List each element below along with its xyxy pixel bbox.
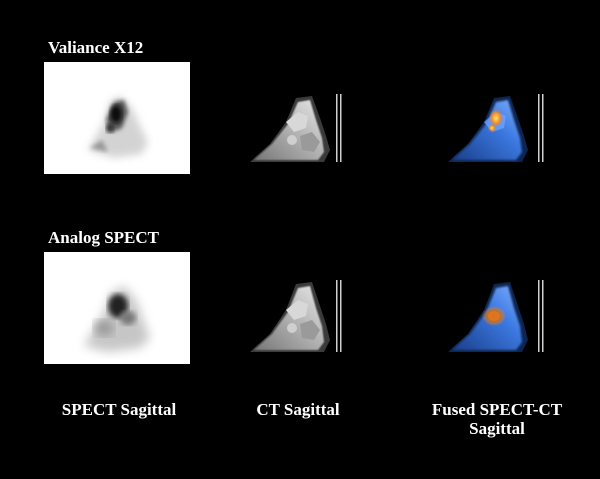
spect-sagittal-image-valiance bbox=[44, 62, 190, 174]
row-label-valiance: Valiance X12 bbox=[48, 38, 144, 57]
spect-sagittal-image-analog bbox=[44, 252, 190, 364]
column-label-ct-sagittal: CT Sagittal bbox=[256, 400, 340, 419]
fused-spect-ct-image-valiance bbox=[448, 92, 548, 164]
column-label-fused-line1: Fused SPECT-CT bbox=[431, 400, 563, 419]
ct-sagittal-image-analog bbox=[250, 278, 346, 354]
row-label-analog: Analog SPECT bbox=[48, 228, 159, 247]
column-label-fused-line2: Sagittal bbox=[469, 419, 525, 438]
fused-spect-ct-image-analog bbox=[448, 278, 548, 354]
column-label-spect-sagittal: SPECT Sagittal bbox=[61, 400, 177, 419]
ct-sagittal-image-valiance bbox=[250, 92, 346, 164]
